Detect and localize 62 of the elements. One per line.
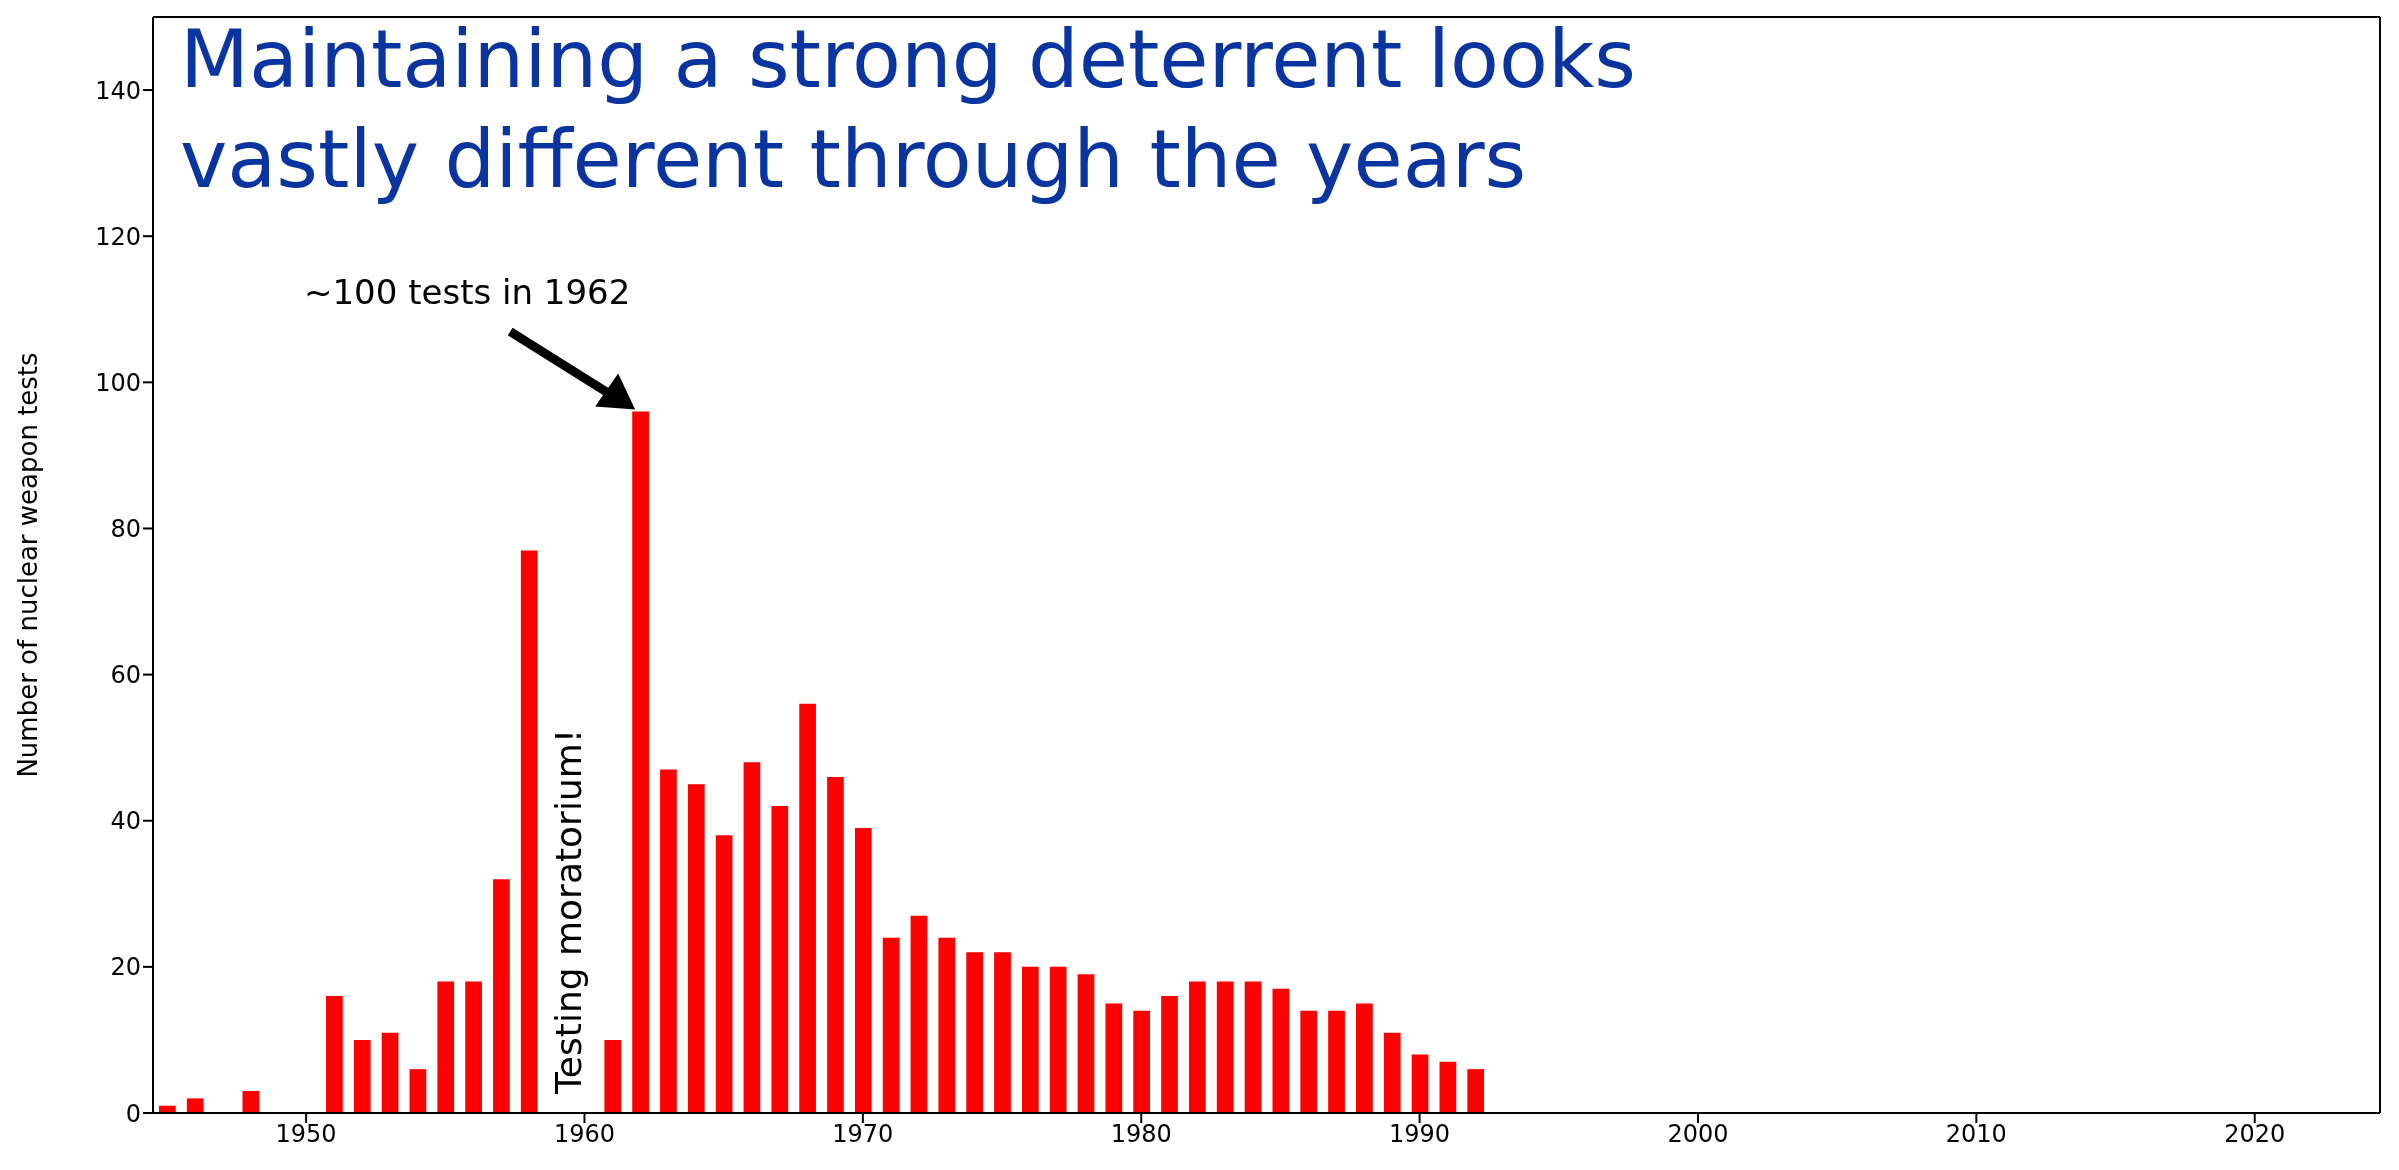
text: Maintaining a strong deterrent looks vastly different through the years (180, 12, 1637, 208)
bar (1216, 981, 1234, 1113)
bar (326, 996, 343, 1113)
annotation: ~100 tests in 1962 (303, 271, 631, 312)
bar (854, 828, 872, 1113)
bar (1133, 1010, 1151, 1113)
x-tick-label: 2020 (2224, 1120, 2286, 1149)
bar (1161, 996, 1178, 1113)
bar (1356, 1003, 1373, 1113)
x-tick-label: 1970 (832, 1120, 894, 1149)
x-tick-label: 1950 (275, 1120, 337, 1149)
bar (409, 1069, 427, 1113)
bar (715, 835, 733, 1113)
bar (1272, 988, 1290, 1113)
x-tick-label: 2010 (1945, 1120, 2007, 1149)
bar (660, 769, 677, 1113)
bar (1411, 1054, 1429, 1113)
annotation: Testing moratorium! (548, 728, 589, 1094)
bar (381, 1032, 399, 1113)
x-tick-label: 2000 (1667, 1120, 1729, 1149)
bar (604, 1039, 622, 1113)
y-tick-label: 140 (95, 76, 141, 105)
bar (632, 411, 649, 1113)
bar (1077, 974, 1095, 1113)
bar (1049, 966, 1067, 1113)
bar (353, 1039, 371, 1113)
bar (242, 1091, 260, 1113)
x-tick-label: 1980 (1110, 1120, 1172, 1149)
y-tick-label: 0 (125, 1099, 141, 1128)
bar (966, 952, 983, 1113)
x-tick-label: 1960 (553, 1120, 616, 1149)
bar (465, 981, 482, 1113)
bar (1244, 981, 1262, 1113)
bar (910, 915, 928, 1113)
bar (1439, 1061, 1457, 1113)
x-tick-label: 1990 (1389, 1120, 1451, 1149)
bar (827, 776, 844, 1113)
y-axis-title: Number of nuclear weapon tests (13, 352, 44, 778)
bar (1188, 981, 1206, 1113)
y-tick-label: 100 (95, 368, 141, 397)
bar (994, 952, 1011, 1113)
y-tick-label: 40 (110, 807, 141, 836)
bar (687, 784, 705, 1113)
bar (743, 762, 761, 1113)
bar (1467, 1069, 1485, 1113)
bar (186, 1098, 204, 1113)
bar (799, 703, 816, 1113)
bar (1300, 1010, 1318, 1113)
bar (771, 806, 789, 1113)
bar (520, 550, 538, 1113)
bar (1105, 1003, 1123, 1113)
bar (938, 937, 956, 1113)
bar (493, 879, 510, 1113)
bar (1383, 1032, 1401, 1113)
bar (1021, 966, 1039, 1113)
bar (882, 937, 900, 1113)
y-tick-label: 20 (110, 953, 141, 982)
y-tick-label: 80 (110, 514, 141, 543)
y-tick-label: 60 (110, 661, 141, 690)
bar (437, 981, 455, 1113)
bar (1328, 1010, 1345, 1113)
y-tick-label: 120 (95, 222, 141, 251)
